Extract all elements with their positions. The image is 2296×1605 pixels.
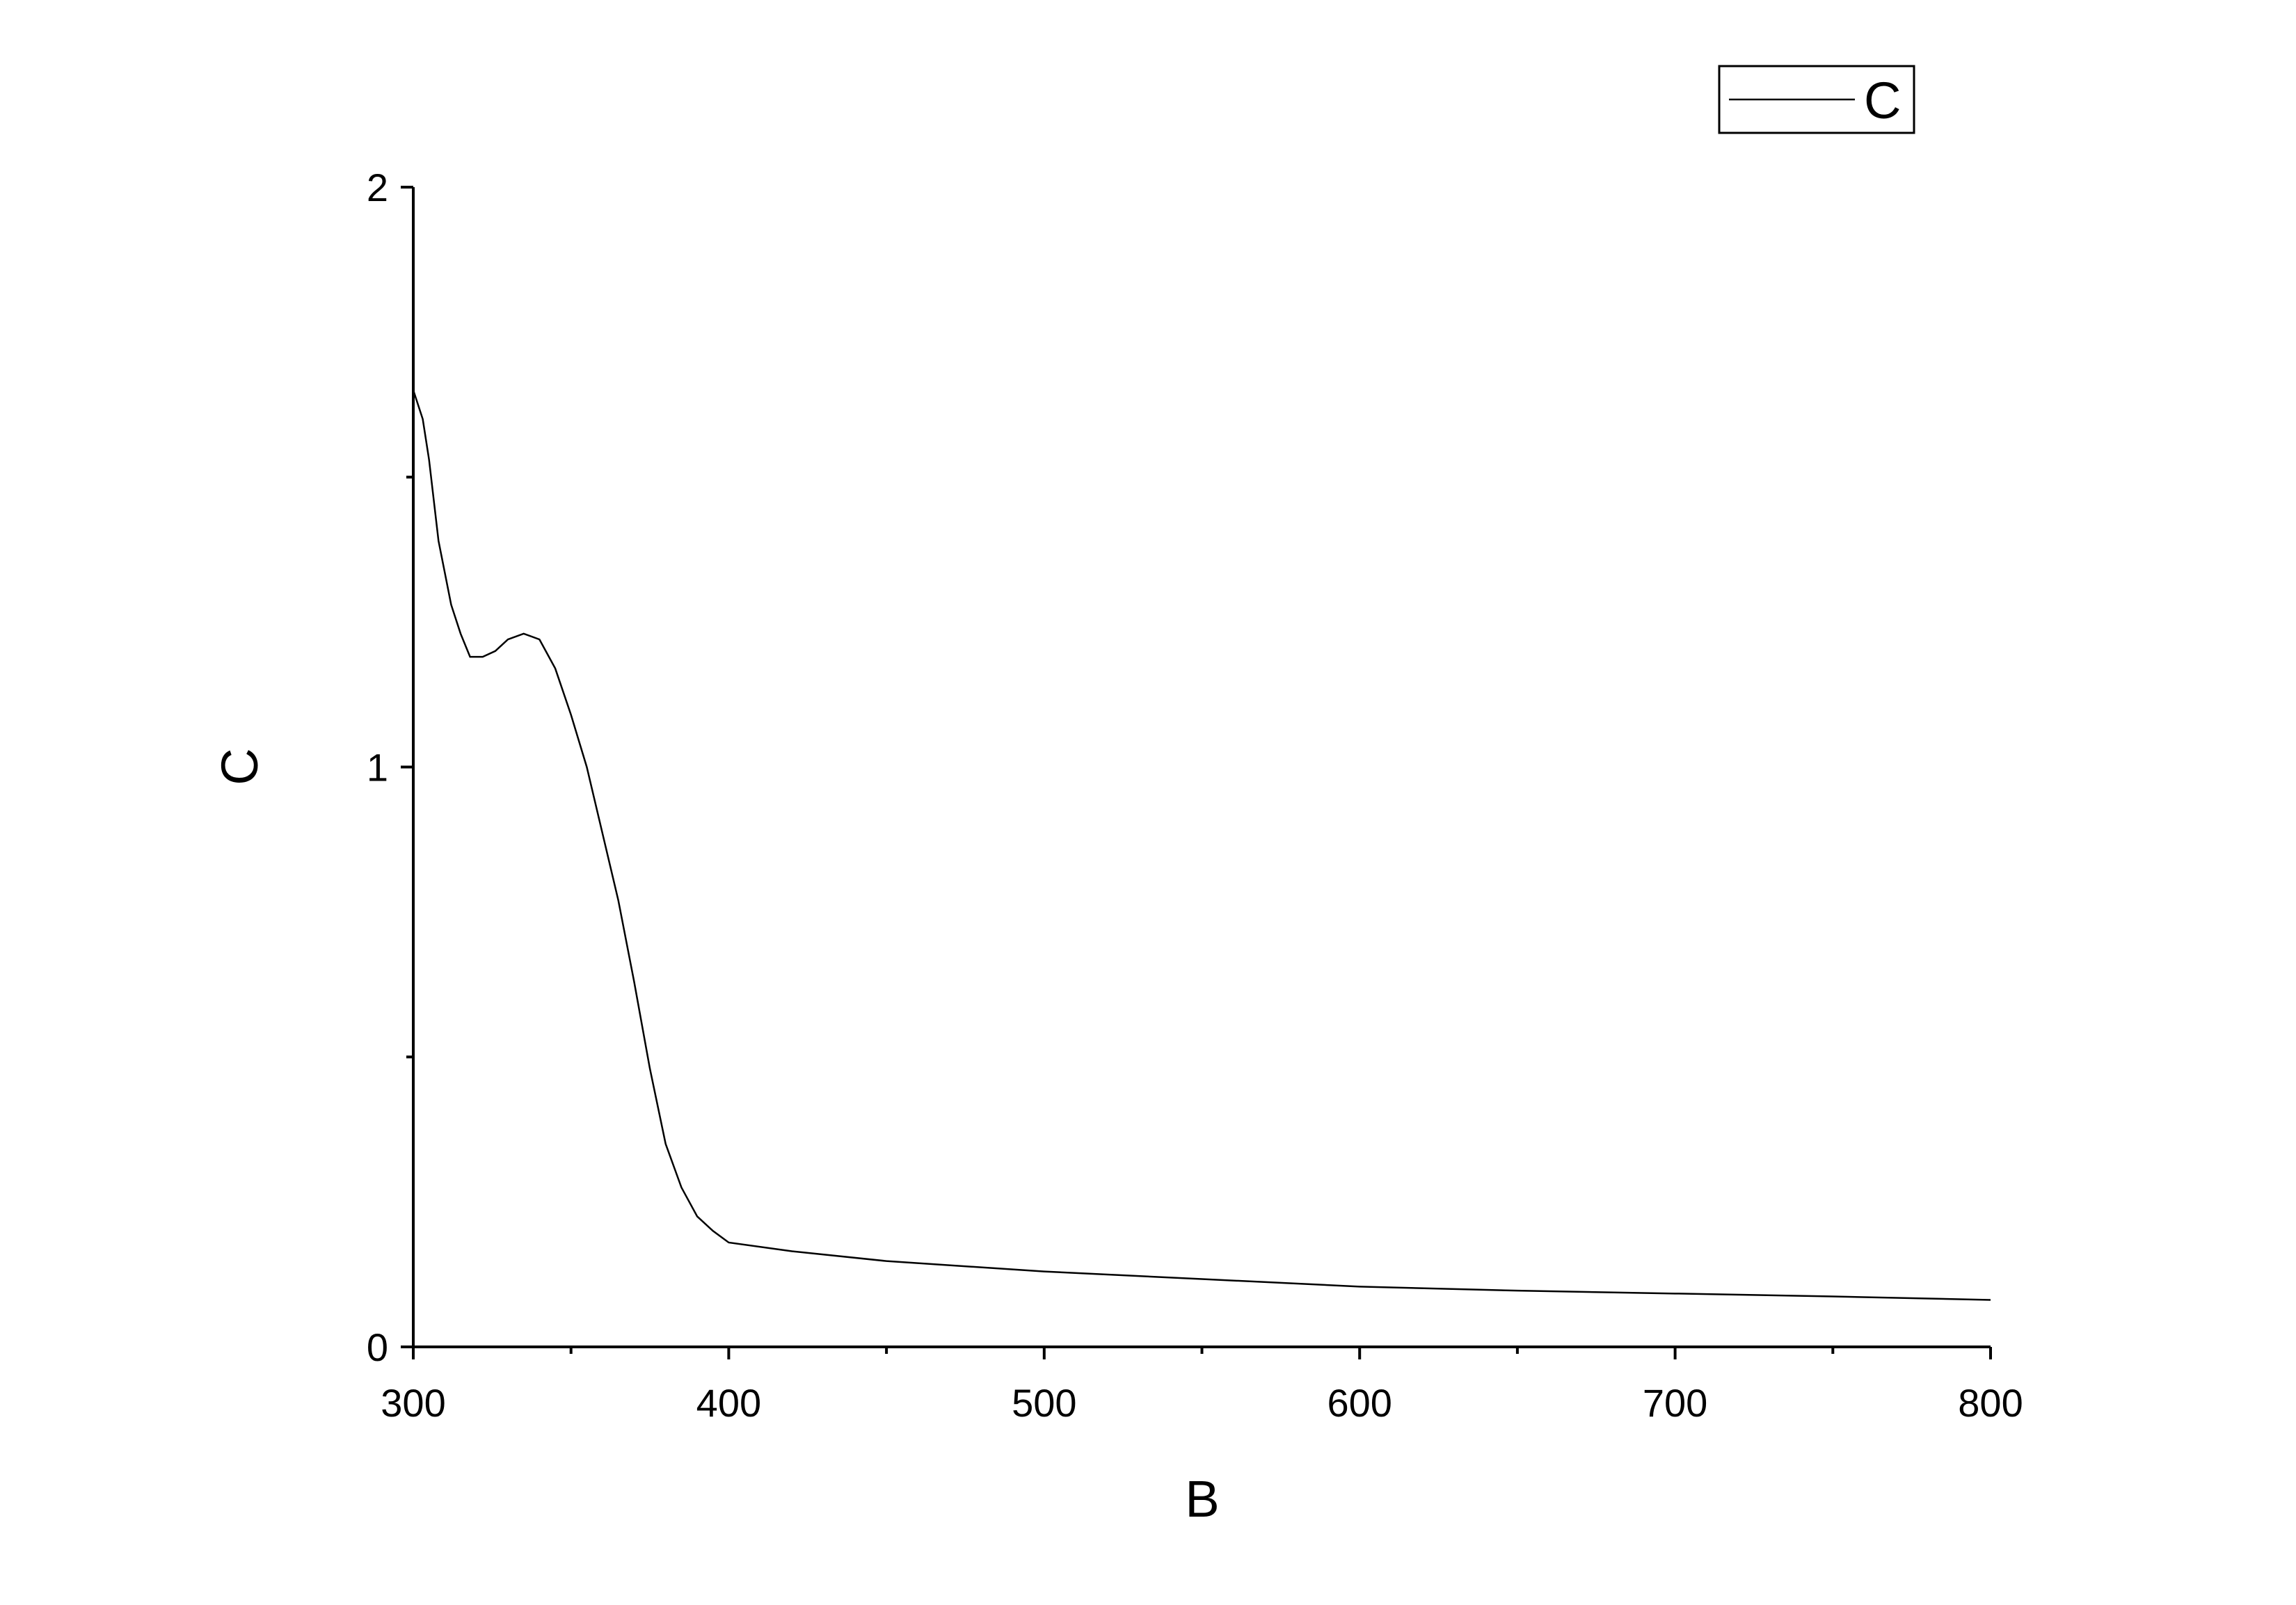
y-tick-label: 0 xyxy=(367,1325,388,1369)
y-tick-label: 1 xyxy=(367,746,388,790)
y-tick-label: 2 xyxy=(367,166,388,209)
x-axis-label: B xyxy=(1185,1470,1219,1528)
y-axis-label: C xyxy=(211,748,269,785)
x-tick-label: 600 xyxy=(1327,1381,1392,1425)
data-line xyxy=(412,390,1991,1301)
x-tick-label: 300 xyxy=(381,1381,445,1425)
x-tick-label: 400 xyxy=(696,1381,761,1425)
x-tick-label: 500 xyxy=(1012,1381,1076,1425)
x-tick-label: 800 xyxy=(1958,1381,2023,1425)
legend-label: C xyxy=(1864,72,1901,129)
x-tick-label: 700 xyxy=(1643,1381,1707,1425)
